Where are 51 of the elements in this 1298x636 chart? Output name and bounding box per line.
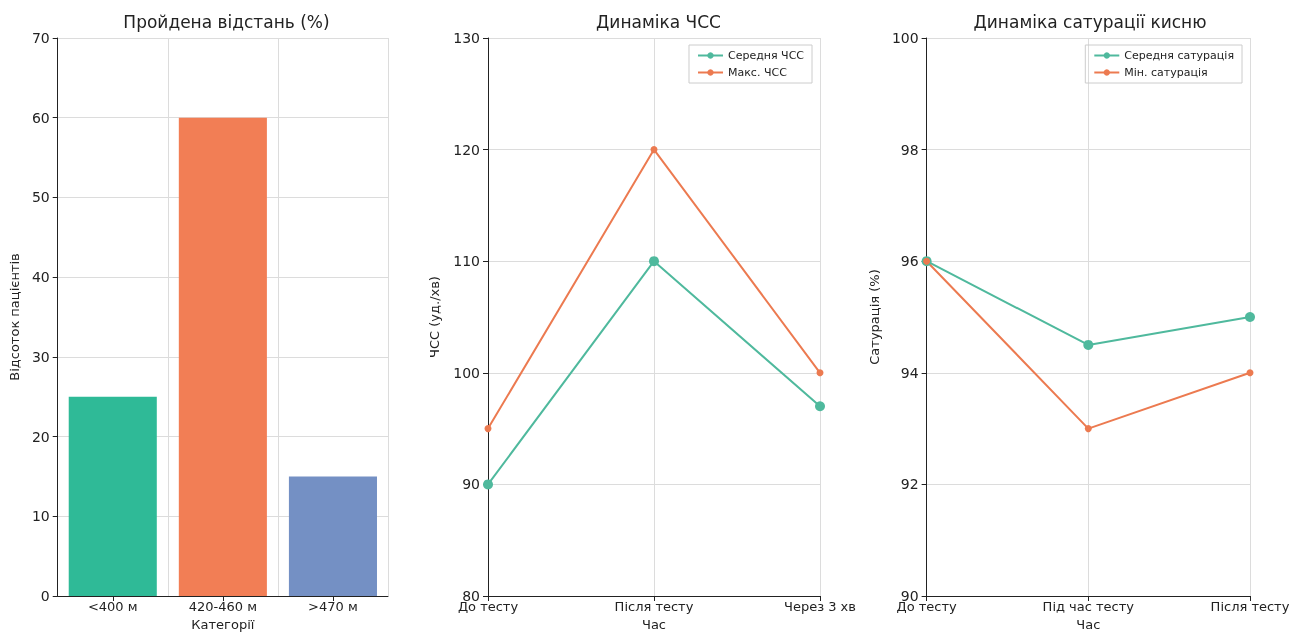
x-axis-title: Категорії bbox=[191, 617, 255, 632]
legend-label: Середня сатурація bbox=[1124, 49, 1234, 62]
point bbox=[1246, 369, 1254, 377]
y-tick-label: 100 bbox=[891, 30, 919, 46]
chart-title: Динаміка сатурації кисню bbox=[973, 11, 1207, 32]
x-tick-label: Після тесту bbox=[1210, 599, 1290, 614]
y-tick-label: 94 bbox=[900, 364, 919, 381]
y-axis-title: Відсоток пацієнтів bbox=[7, 253, 22, 381]
point bbox=[1083, 339, 1094, 350]
y-axis-title: ЧСС (уд./хв) bbox=[427, 276, 442, 358]
point bbox=[1245, 312, 1255, 322]
x-tick-label: Після тесту bbox=[614, 599, 694, 614]
legend-label: Середня ЧСС bbox=[727, 49, 805, 62]
point bbox=[815, 401, 825, 412]
point bbox=[816, 369, 824, 377]
x-axis-title: Час bbox=[641, 617, 667, 632]
legend-label: Макс. ЧСС bbox=[727, 66, 788, 79]
chart-title: Динаміка ЧСС bbox=[596, 11, 721, 32]
y-axis-title: Сатурація (%) bbox=[867, 269, 882, 365]
y-tick-label: 130 bbox=[453, 30, 480, 46]
y-tick-label: 30 bbox=[31, 348, 50, 365]
y-tick-label: 90 bbox=[462, 476, 480, 493]
x-tick-label: >470 м bbox=[308, 599, 358, 614]
bar bbox=[68, 396, 157, 596]
point bbox=[484, 425, 492, 433]
y-tick-label: 100 bbox=[453, 364, 480, 381]
chart-title: Пройдена відстань (%) bbox=[123, 11, 330, 32]
y-tick-label: 10 bbox=[31, 508, 50, 525]
y-tick-label: 40 bbox=[31, 269, 50, 286]
point bbox=[483, 479, 493, 490]
y-tick-label: 0 bbox=[40, 588, 50, 604]
x-tick-label: <400 м bbox=[87, 599, 138, 614]
x-tick-label: 420-460 м bbox=[188, 599, 257, 614]
y-tick-label: 96 bbox=[900, 253, 919, 270]
y-tick-label: 70 bbox=[31, 30, 50, 46]
y-tick-label: 110 bbox=[453, 253, 480, 270]
x-tick-label: Під час тесту bbox=[1042, 599, 1135, 614]
point bbox=[1084, 425, 1092, 433]
y-tick-label: 98 bbox=[900, 141, 919, 158]
x-tick-label: Через 3 хв bbox=[784, 599, 856, 614]
y-tick-label: 20 bbox=[31, 428, 50, 445]
point bbox=[649, 256, 659, 267]
bar bbox=[288, 476, 377, 596]
y-tick-label: 92 bbox=[900, 476, 919, 493]
point bbox=[650, 146, 658, 154]
y-tick-label: 50 bbox=[31, 189, 50, 206]
y-tick-label: 60 bbox=[31, 109, 50, 126]
legend-label: Мін. сатурація bbox=[1124, 66, 1208, 79]
bar bbox=[178, 117, 267, 596]
x-axis-title: Час bbox=[1076, 617, 1101, 632]
y-tick-label: 120 bbox=[453, 141, 480, 158]
